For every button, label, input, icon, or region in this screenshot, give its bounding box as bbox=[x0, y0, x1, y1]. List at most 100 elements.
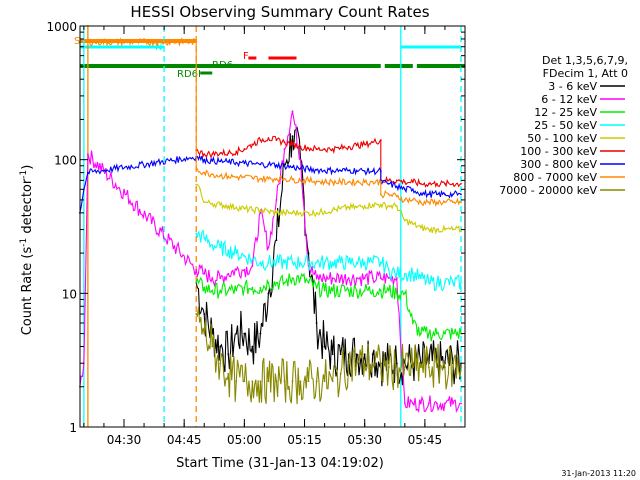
legend-header-1: FDecim 1, Att 0 bbox=[543, 67, 628, 80]
series-point-2-0 bbox=[195, 281, 198, 284]
x-tick-label: 05:45 bbox=[408, 433, 443, 447]
series-point-8-18 bbox=[339, 372, 342, 375]
series-point-3-14 bbox=[307, 261, 310, 264]
series-point-2-9 bbox=[267, 281, 270, 284]
series-point-5-34 bbox=[460, 182, 462, 185]
series-6 bbox=[78, 154, 462, 214]
series-line-8 bbox=[195, 306, 462, 405]
series-point-2-17 bbox=[331, 289, 334, 292]
series-point-8-6 bbox=[243, 380, 246, 383]
legend-label-0: 3 - 6 keV bbox=[548, 80, 597, 93]
series-point-7-14 bbox=[283, 177, 286, 180]
y-tick-label: 100 bbox=[54, 154, 77, 168]
series-point-6-19 bbox=[323, 169, 326, 172]
series-point-4-31 bbox=[436, 228, 438, 231]
series-point-1-33 bbox=[436, 402, 438, 405]
series-point-2-26 bbox=[403, 292, 406, 295]
series-point-7-24 bbox=[363, 181, 366, 183]
series-point-2-30 bbox=[436, 332, 438, 335]
series-point-4-14 bbox=[299, 211, 302, 214]
series-point-8-32 bbox=[452, 366, 454, 369]
y-axis-label: Count Rate (s-1 detector-1) bbox=[19, 165, 35, 336]
series-5 bbox=[195, 135, 462, 188]
series-point-5-8 bbox=[259, 139, 262, 142]
series-point-7-4 bbox=[203, 171, 206, 174]
flag-label-flare: F bbox=[243, 51, 249, 62]
series-point-5-32 bbox=[444, 182, 446, 185]
series-point-2-1 bbox=[203, 286, 206, 289]
series-point-5-16 bbox=[323, 148, 326, 150]
series-line-6 bbox=[79, 154, 462, 214]
series-point-4-5 bbox=[227, 205, 230, 207]
series-point-3-18 bbox=[339, 261, 342, 264]
series-point-0-6 bbox=[243, 332, 246, 335]
x-tick-label: 04:45 bbox=[167, 433, 202, 447]
series-point-5-5 bbox=[235, 150, 238, 153]
series-point-5-31 bbox=[436, 182, 438, 185]
series-point-6-14 bbox=[283, 164, 286, 167]
y-tick-label: 1000 bbox=[46, 20, 77, 34]
series-point-6-15 bbox=[291, 166, 294, 168]
series-point-5-7 bbox=[251, 143, 254, 146]
series-point-3-10 bbox=[275, 261, 278, 264]
series-point-4-11 bbox=[275, 211, 278, 214]
series-point-8-29 bbox=[427, 366, 430, 369]
series-point-8-9 bbox=[267, 380, 270, 383]
series-point-7-28 bbox=[387, 193, 390, 196]
series-point-6-37 bbox=[460, 193, 462, 196]
series-point-7-1 bbox=[86, 41, 89, 43]
series-point-5-29 bbox=[419, 182, 422, 185]
series-point-1-29 bbox=[403, 402, 406, 405]
series-point-5-2 bbox=[211, 153, 214, 156]
series-point-0-3 bbox=[219, 345, 222, 348]
series-point-6-23 bbox=[355, 169, 358, 172]
series-point-0-4 bbox=[227, 353, 230, 356]
series-point-7-18 bbox=[315, 180, 318, 183]
legend-label-6: 300 - 800 keV bbox=[520, 158, 597, 171]
series-point-4-15 bbox=[307, 211, 310, 214]
series-point-1-26 bbox=[379, 277, 382, 280]
flag-bars-layer: S N F RD6 RD6I bbox=[74, 36, 465, 80]
series-point-8-31 bbox=[444, 366, 446, 369]
series-point-7-22 bbox=[347, 181, 350, 183]
series-point-8-30 bbox=[436, 366, 438, 369]
series-point-8-28 bbox=[419, 366, 422, 369]
series-point-1-18 bbox=[315, 277, 318, 280]
series-point-3-7 bbox=[251, 258, 254, 261]
series-point-5-20 bbox=[355, 144, 358, 147]
series-point-8-5 bbox=[235, 380, 238, 383]
series-point-2-5 bbox=[235, 289, 238, 292]
series-point-1-13 bbox=[275, 199, 278, 201]
series-point-6-32 bbox=[419, 192, 422, 195]
series-point-2-8 bbox=[259, 286, 262, 289]
series-point-6-12 bbox=[267, 163, 270, 166]
x-tick-label: 05:00 bbox=[227, 433, 262, 447]
series-point-6-35 bbox=[444, 193, 446, 196]
series-point-5-15 bbox=[315, 148, 318, 150]
series-point-7-37 bbox=[460, 201, 462, 204]
series-point-3-0 bbox=[195, 232, 198, 235]
series-point-3-12 bbox=[291, 261, 294, 264]
series-point-1-7 bbox=[227, 272, 230, 275]
series-point-1-35 bbox=[452, 402, 454, 405]
series-point-4-8 bbox=[251, 209, 254, 211]
series-point-1-20 bbox=[331, 277, 334, 280]
series-point-6-8 bbox=[235, 161, 238, 164]
series-point-5-14 bbox=[307, 147, 310, 150]
series-point-7-27 bbox=[379, 193, 382, 196]
series-point-3-3 bbox=[219, 246, 222, 249]
series-point-7-34 bbox=[436, 201, 438, 204]
series-point-7-31 bbox=[411, 199, 414, 201]
series-point-8-17 bbox=[331, 380, 334, 383]
series-point-3-26 bbox=[403, 272, 406, 275]
series-line-2 bbox=[195, 272, 462, 342]
series-point-4-1 bbox=[199, 188, 202, 191]
series-point-4-9 bbox=[259, 209, 262, 211]
series-point-1-3 bbox=[195, 268, 198, 271]
series-point-5-22 bbox=[371, 141, 374, 144]
series-point-4-2 bbox=[203, 201, 206, 204]
series-point-1-5 bbox=[211, 277, 214, 280]
series-point-1-25 bbox=[371, 277, 374, 280]
series-layer bbox=[78, 25, 462, 414]
